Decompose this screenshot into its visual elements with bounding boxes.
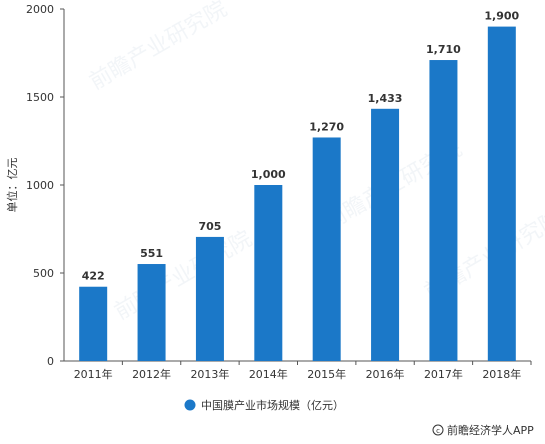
watermark-text: 前瞻产业研究院 bbox=[111, 227, 257, 326]
bar bbox=[312, 137, 341, 361]
bar bbox=[371, 108, 400, 362]
source-credit: c 前瞻经济学人APP bbox=[432, 423, 534, 437]
y-tick-label: 2000 bbox=[26, 3, 54, 16]
copyright-icon bbox=[432, 424, 444, 436]
bar bbox=[195, 236, 224, 361]
x-tick-label: 2017年 bbox=[424, 367, 463, 381]
data-label: 1,900 bbox=[484, 10, 519, 23]
data-labels: 422 551 705 1,000 1,270 1,433 1,710 1,900 bbox=[82, 10, 520, 283]
legend-marker bbox=[184, 399, 196, 411]
data-label: 1,433 bbox=[368, 92, 403, 105]
data-label: 705 bbox=[198, 220, 221, 233]
x-tick-label: 2014年 bbox=[249, 367, 288, 381]
x-tick-label: 2012年 bbox=[132, 367, 171, 381]
y-axis-title: 单位：亿元 bbox=[5, 158, 19, 213]
x-tick-label: 2013年 bbox=[190, 367, 229, 381]
x-tick-label: 2011年 bbox=[74, 367, 113, 381]
x-tick-label: 2015年 bbox=[307, 367, 346, 381]
bar bbox=[79, 286, 108, 361]
bars bbox=[79, 26, 516, 362]
data-label: 422 bbox=[82, 270, 105, 283]
bar bbox=[254, 185, 283, 361]
source-text: 前瞻经济学人APP bbox=[447, 423, 534, 437]
data-label: 1,710 bbox=[426, 43, 461, 56]
copyright-icon-glyph: c bbox=[436, 427, 440, 435]
legend-label: 中国膜产业市场规模（亿元） bbox=[201, 398, 344, 412]
watermark-text: 前瞻产业研究院 bbox=[86, 0, 232, 95]
bar bbox=[487, 26, 516, 361]
data-label: 551 bbox=[140, 247, 163, 260]
y-tick-label: 1000 bbox=[26, 179, 54, 192]
y-ticks: 0 500 1000 1500 2000 bbox=[26, 3, 64, 368]
data-label: 1,270 bbox=[309, 120, 344, 133]
x-tick-label: 2018年 bbox=[482, 367, 521, 381]
bar bbox=[429, 60, 458, 361]
bar bbox=[137, 264, 166, 361]
x-ticks: 2011年 2012年 2013年 2014年 2015年 2016年 2017年 2018年 bbox=[74, 361, 532, 381]
data-label: 1,000 bbox=[251, 168, 286, 181]
y-tick-label: 1500 bbox=[26, 91, 54, 104]
y-tick-label: 0 bbox=[47, 355, 54, 368]
legend: 中国膜产业市场规模（亿元） bbox=[184, 398, 344, 412]
x-tick-label: 2016年 bbox=[366, 367, 405, 381]
y-tick-label: 500 bbox=[33, 267, 54, 280]
